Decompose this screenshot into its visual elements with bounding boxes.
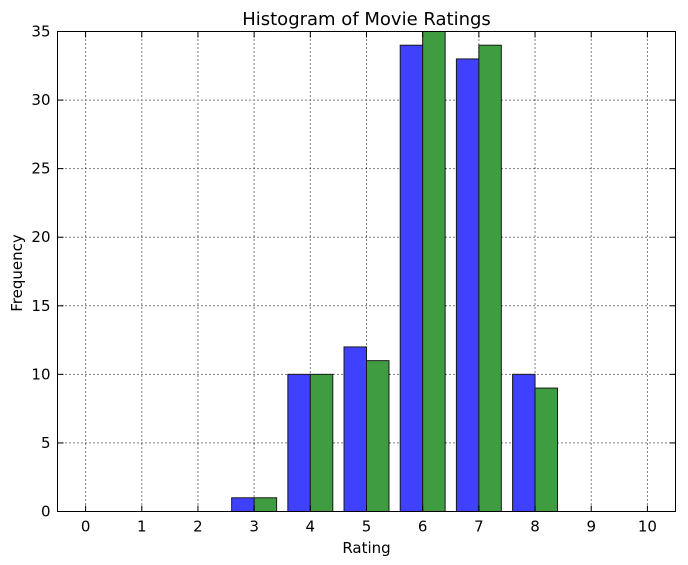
bar-series1-8	[512, 373, 536, 512]
y-tick-label: 30	[31, 91, 50, 109]
y-axis-label: Frequency	[8, 234, 26, 312]
y-tick-label: 15	[31, 297, 50, 315]
x-tick-label: 8	[530, 518, 540, 536]
x-tick-label: 2	[193, 518, 203, 536]
x-tick-label: 4	[306, 518, 316, 536]
y-tick-label: 10	[31, 365, 50, 383]
y-tick-label: 5	[41, 434, 51, 452]
y-tick-label: 35	[31, 23, 50, 41]
chart-title: Histogram of Movie Ratings	[242, 9, 491, 30]
x-tick-label: 1	[137, 518, 147, 536]
bar-series1-4	[287, 373, 311, 512]
bar-series2-5	[366, 360, 390, 512]
y-tick-label: 0	[41, 503, 51, 521]
bar-series2-4	[309, 373, 334, 512]
bar-series1-3	[231, 497, 255, 512]
x-tick-label: 0	[81, 518, 91, 536]
bar-series2-7	[478, 44, 502, 512]
axis-ticks: 0 1 2 3 4 5 6 7 8 9 10 0 5 10 15 20 25 30 35	[31, 23, 676, 536]
bar-series2-3	[253, 497, 278, 512]
bar-series1-5	[343, 346, 368, 512]
bar-series2-6	[422, 31, 446, 512]
x-tick-label: 3	[249, 518, 259, 536]
plot-frame	[57, 31, 676, 512]
y-tick-label: 20	[31, 228, 50, 246]
bars	[231, 31, 559, 513]
y-tick-label: 25	[31, 160, 50, 178]
x-axis-label: Rating	[342, 539, 390, 557]
x-tick-label: 6	[418, 518, 428, 536]
x-tick-label: 10	[638, 518, 657, 536]
x-tick-label: 7	[474, 518, 484, 536]
bar-series2-8	[534, 387, 559, 513]
x-tick-label: 9	[586, 518, 596, 536]
x-tick-label: 5	[362, 518, 372, 536]
bar-series1-6	[399, 44, 424, 512]
bar-series1-7	[455, 58, 480, 513]
